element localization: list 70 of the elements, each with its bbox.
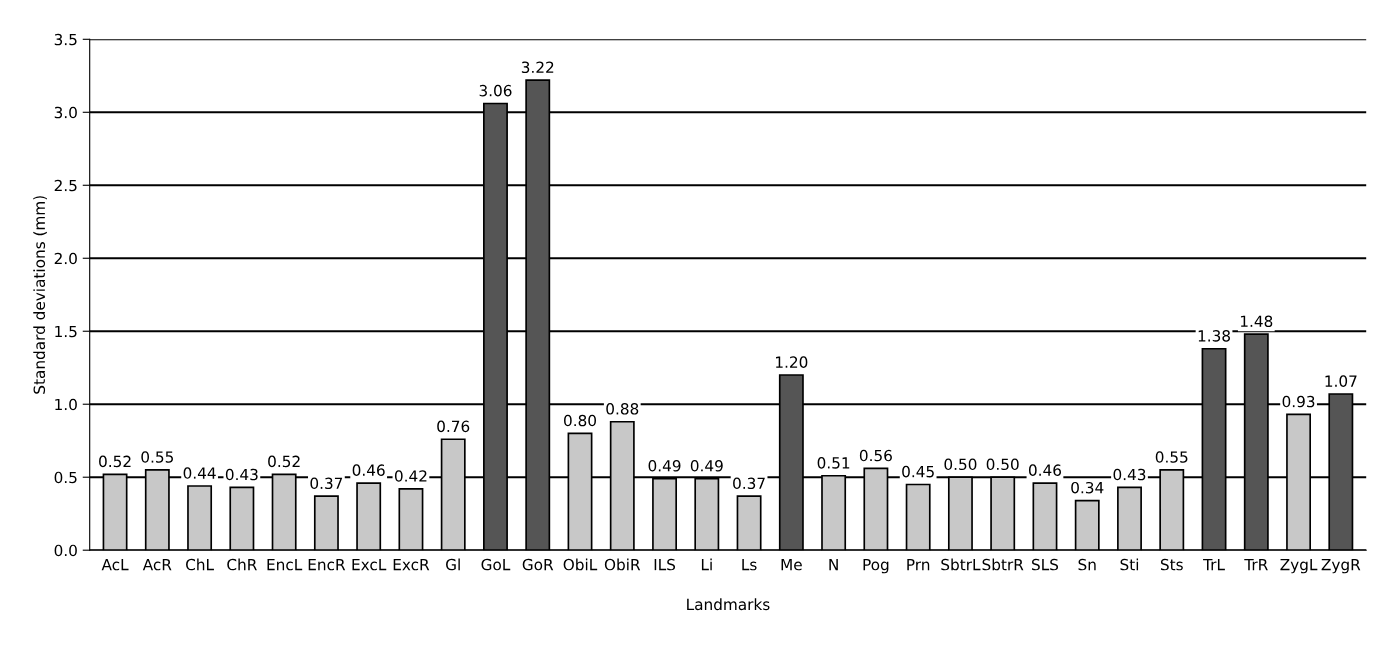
x-tick-label: Pog: [863, 559, 889, 574]
x-tick-label: GoR: [522, 558, 554, 571]
data-label: 0.49: [648, 459, 681, 472]
y-tick-label: 0.0: [54, 544, 77, 557]
data-label: 0.46: [352, 464, 385, 476]
data-label: 0.46: [1028, 464, 1062, 476]
x-tick-label: SbtrR: [982, 558, 1024, 571]
data-label: 0.43: [1113, 468, 1146, 481]
data-label: 0.50: [986, 458, 1019, 471]
x-axis-title: Landmarks: [687, 598, 770, 611]
x-tick-label: ZygL: [1280, 559, 1318, 574]
y-tick-label: 1.5: [55, 325, 77, 338]
data-label: 0.93: [1282, 395, 1315, 408]
x-tick-label: SLS: [1032, 558, 1059, 571]
data-label: 0.51: [817, 457, 850, 469]
x-tick-label: Me: [781, 559, 802, 571]
x-tick-label: ObiL: [563, 558, 598, 571]
data-label: 0.80: [564, 414, 597, 427]
x-tick-label: AcL: [101, 559, 129, 571]
data-label: 0.37: [733, 477, 765, 490]
x-tick-label: Prn: [907, 559, 930, 571]
data-label: 0.55: [1155, 451, 1188, 463]
x-tick-label: ExcR: [393, 559, 430, 571]
x-tick-label: GoL: [481, 558, 511, 571]
data-label: 0.56: [859, 449, 892, 462]
data-label: 0.44: [183, 467, 216, 479]
data-label: 0.76: [437, 420, 470, 433]
x-tick-label: Sti: [1120, 558, 1139, 571]
data-label: 0.49: [690, 459, 723, 472]
y-tick-label: 3.5: [54, 33, 77, 46]
x-tick-label: ILS: [654, 558, 676, 571]
data-label: 0.45: [902, 465, 934, 478]
data-label: 0.34: [1071, 481, 1104, 494]
data-label: 0.52: [268, 455, 300, 468]
data-label: 0.88: [606, 403, 639, 415]
x-tick-label: Li: [701, 558, 712, 571]
x-tick-label: Gl: [446, 558, 460, 571]
y-tick-label: 3.0: [54, 106, 77, 119]
y-tick-label: 1.0: [55, 398, 77, 411]
x-tick-label: TrL: [1203, 559, 1225, 571]
x-tick-label: SbtrL: [941, 558, 981, 571]
x-tick-label: N: [829, 559, 838, 571]
y-tick-label: 0.5: [54, 471, 77, 484]
x-tick-label: Ls: [742, 559, 757, 571]
x-tick-label: ExcL: [352, 559, 387, 571]
x-tick-label: EncL: [267, 559, 303, 571]
data-label: 1.38: [1198, 330, 1230, 342]
x-tick-label: Sts: [1160, 558, 1183, 571]
x-tick-label: ChL: [186, 558, 214, 571]
x-tick-label: TrR: [1244, 559, 1268, 571]
y-tick-label: 2.5: [54, 179, 77, 192]
data-label: 0.42: [394, 470, 427, 482]
y-axis-title: Standard deviations (mm): [33, 196, 47, 394]
data-label: 0.50: [944, 458, 977, 471]
data-label: 0.37: [310, 477, 343, 490]
x-tick-label: ChR: [227, 558, 257, 571]
x-tick-label: ZygR: [1321, 559, 1361, 574]
data-label: 0.55: [141, 451, 173, 463]
data-label: 1.07: [1325, 375, 1357, 387]
data-label: 1.20: [776, 356, 808, 368]
data-label: 1.48: [1240, 315, 1273, 328]
data-label: 3.06: [479, 84, 512, 97]
y-tick-label: 2.0: [54, 252, 77, 265]
x-tick-label: Sn: [1078, 558, 1096, 571]
data-label: 0.52: [99, 455, 131, 468]
data-label: 3.22: [521, 61, 554, 74]
data-label: 0.43: [225, 468, 258, 481]
x-tick-label: ObiR: [604, 558, 641, 571]
x-tick-label: EncR: [308, 559, 346, 571]
x-tick-label: AcR: [142, 559, 172, 571]
